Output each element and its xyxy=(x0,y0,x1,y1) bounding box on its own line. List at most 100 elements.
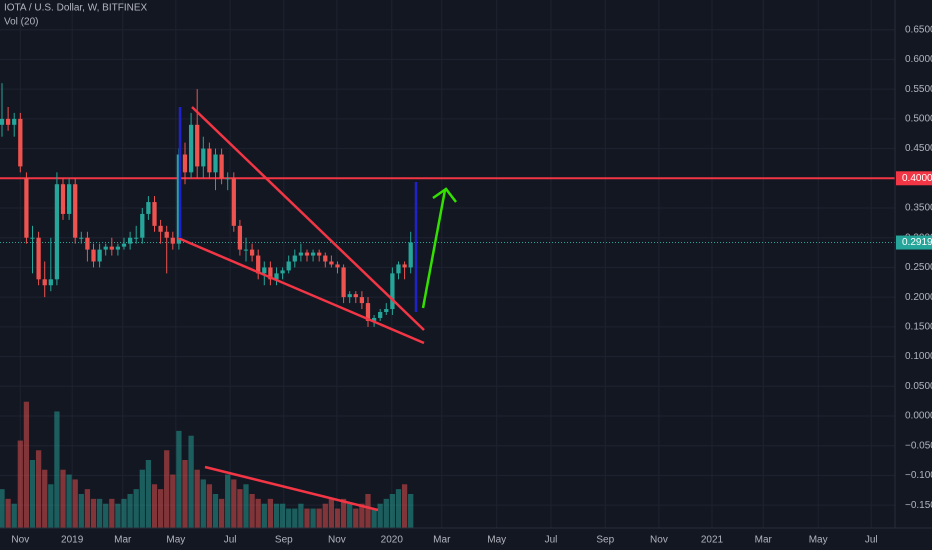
volume-trend-line xyxy=(204,465,379,512)
x-tick-label: May xyxy=(166,535,185,546)
volume-bar xyxy=(365,494,371,528)
volume-bar xyxy=(78,494,84,528)
candle-body xyxy=(0,118,5,125)
volume-bar xyxy=(35,450,42,528)
candle-body xyxy=(24,178,29,238)
x-tick-label: Nov xyxy=(328,535,346,546)
volume-bar xyxy=(267,498,274,528)
candle-body xyxy=(262,267,267,274)
volume-bar xyxy=(334,508,341,528)
volume-bar xyxy=(395,489,402,528)
volume-bar xyxy=(194,469,200,528)
x-tick-label: Nov xyxy=(650,535,668,546)
candle-body xyxy=(115,246,121,250)
volume-bar xyxy=(292,508,298,528)
volume-bar xyxy=(60,469,66,528)
volume-bar xyxy=(23,401,30,528)
candle-body xyxy=(256,255,261,274)
volume-bar xyxy=(17,440,23,528)
candle-body xyxy=(97,249,102,262)
volume-bar xyxy=(212,494,219,528)
volume-bar xyxy=(401,484,408,528)
candle-body xyxy=(329,261,334,265)
price-label-box xyxy=(896,235,932,250)
candle-body xyxy=(60,184,66,214)
candle-body xyxy=(353,294,358,298)
candle-body xyxy=(134,237,139,239)
x-tick-label: Jul xyxy=(545,535,558,546)
volume-bar xyxy=(273,503,280,528)
indicator-label: Vol (20) xyxy=(4,17,38,28)
volume-bar xyxy=(255,498,261,528)
volume-bar xyxy=(151,484,158,528)
candle-body xyxy=(274,273,279,280)
candle-body xyxy=(292,255,297,262)
candle-body xyxy=(268,267,273,280)
candle-body xyxy=(12,118,17,125)
x-tick-label: May xyxy=(809,535,828,546)
candle-body xyxy=(286,261,291,271)
candle-body xyxy=(18,118,23,167)
candle-body xyxy=(195,124,200,167)
candle-body xyxy=(121,243,127,247)
candle-body xyxy=(152,202,157,226)
volume-pane xyxy=(0,401,414,528)
volume-bar xyxy=(316,508,322,528)
price-lines xyxy=(0,177,895,244)
volume-bar xyxy=(377,503,383,528)
candle-body xyxy=(323,255,328,262)
candle-body xyxy=(140,213,145,238)
x-tick-label: 2020 xyxy=(381,535,404,546)
volume-bar xyxy=(188,435,194,528)
volume-bar xyxy=(84,489,91,528)
volume-bar xyxy=(0,489,5,528)
candle-body xyxy=(54,184,60,280)
candle-body xyxy=(146,202,151,214)
candle-body xyxy=(365,303,371,321)
volume-bar xyxy=(157,489,164,528)
volume-bar xyxy=(127,494,133,528)
volume-bar xyxy=(115,503,121,528)
arrow-head xyxy=(432,187,457,203)
candle-body xyxy=(243,249,249,251)
candle-body xyxy=(402,264,407,268)
volume-bar xyxy=(310,508,316,528)
candle-body xyxy=(371,317,377,321)
volume-bar xyxy=(103,503,109,528)
candle-body xyxy=(42,279,47,286)
candle-body xyxy=(317,252,322,256)
volume-bar xyxy=(328,498,335,528)
candle-body xyxy=(91,249,96,262)
volume-bar xyxy=(5,498,11,528)
candle-body xyxy=(36,237,41,280)
candle-body xyxy=(207,148,212,173)
x-tick-label: Sep xyxy=(275,535,293,546)
candle-body xyxy=(5,118,11,125)
candle-body xyxy=(213,154,218,173)
drawings xyxy=(177,106,457,512)
volume-bar xyxy=(286,508,292,528)
volume-bar xyxy=(389,494,396,528)
candle-body xyxy=(109,246,114,250)
candle-body xyxy=(335,264,340,268)
volume-bar xyxy=(54,411,60,528)
volume-bar xyxy=(176,430,182,528)
volume-bar xyxy=(225,474,231,528)
volume-bar xyxy=(182,460,188,528)
candle-body xyxy=(170,237,175,244)
candle-body xyxy=(73,184,78,238)
candle-body xyxy=(66,184,72,214)
volume-bar xyxy=(72,479,78,528)
volume-bar xyxy=(322,503,328,528)
x-tick-label: Nov xyxy=(11,535,29,546)
x-tick-label: 2019 xyxy=(61,535,84,546)
candle-body xyxy=(408,242,413,268)
x-tick-label: 2021 xyxy=(701,535,724,546)
